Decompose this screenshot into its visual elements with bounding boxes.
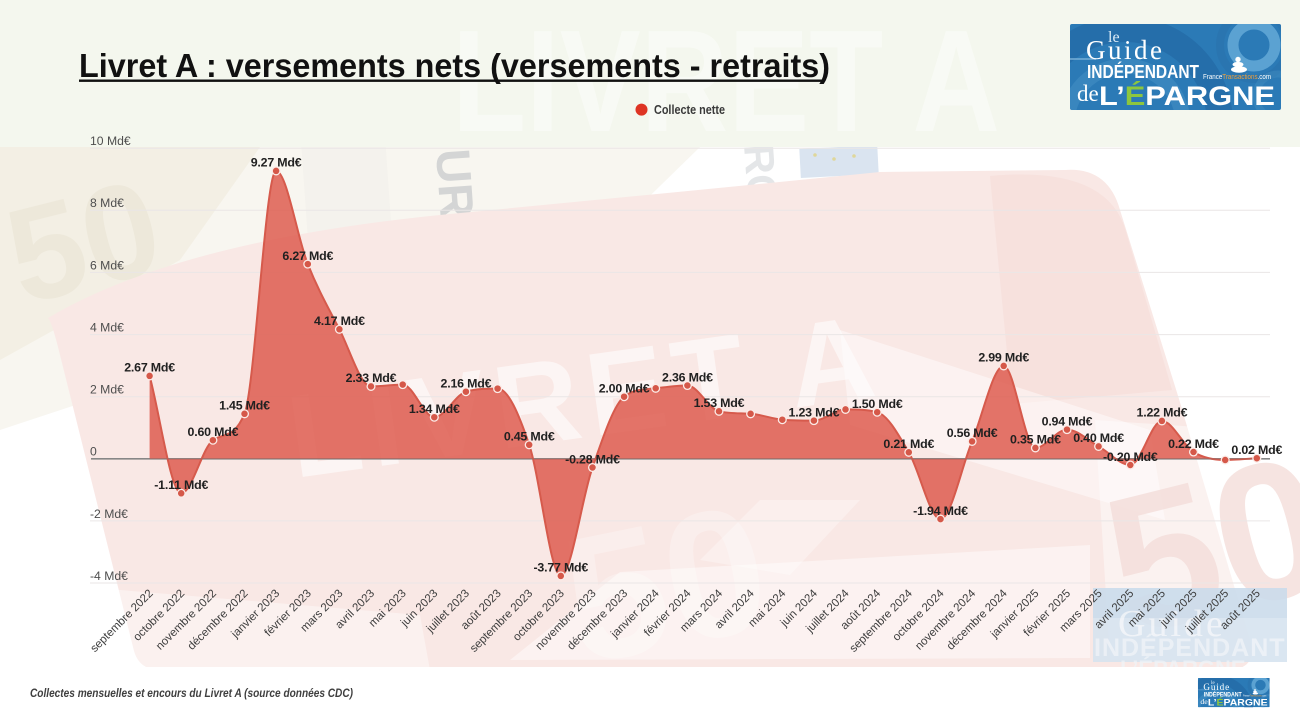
svg-text:1.53 Md€: 1.53 Md€ [694,396,745,410]
svg-text:-2 Md€: -2 Md€ [90,507,128,521]
svg-text:0.35 Md€: 0.35 Md€ [1010,433,1061,447]
svg-text:2.67 Md€: 2.67 Md€ [124,361,175,375]
svg-text:2.00 Md€: 2.00 Md€ [599,382,650,396]
svg-text:0.40 Md€: 0.40 Md€ [1073,431,1124,445]
svg-text:0.94 Md€: 0.94 Md€ [1042,414,1093,428]
svg-text:1.45 Md€: 1.45 Md€ [219,399,270,413]
svg-text:2.36 Md€: 2.36 Md€ [662,370,713,384]
svg-text:0.22 Md€: 0.22 Md€ [1168,437,1219,451]
svg-text:de: de [1077,81,1099,106]
svg-text:1.22 Md€: 1.22 Md€ [1137,406,1188,420]
svg-text:Collectes mensuelles et encour: Collectes mensuelles et encours du Livre… [30,686,353,700]
svg-text:6 Md€: 6 Md€ [90,258,124,272]
svg-text:1.34 Md€: 1.34 Md€ [409,402,460,416]
svg-text:-1.94 Md€: -1.94 Md€ [913,504,968,518]
svg-text:10 Md€: 10 Md€ [90,134,131,148]
svg-text:L’ÉPARGNE: L’ÉPARGNE [1099,80,1275,111]
svg-text:Guide: Guide [1086,35,1164,65]
svg-text:50: 50 [548,466,784,703]
svg-text:-3.77 Md€: -3.77 Md€ [533,561,588,575]
svg-text:le: le [1108,29,1120,46]
svg-text:0: 0 [90,445,97,459]
svg-text:0.60 Md€: 0.60 Md€ [188,425,239,439]
svg-text:L’ÉPARGNE: L’ÉPARGNE [1120,656,1246,681]
svg-text:Collecte nette: Collecte nette [654,102,725,117]
svg-text:-1.11 Md€: -1.11 Md€ [154,478,208,492]
svg-text:Guide: Guide [1118,603,1226,645]
svg-text:4 Md€: 4 Md€ [90,321,124,335]
svg-text:6.27 Md€: 6.27 Md€ [282,249,333,263]
svg-text:-0.20 Md€: -0.20 Md€ [1103,450,1158,464]
svg-text:2.33 Md€: 2.33 Md€ [346,371,397,385]
svg-text:2.16 Md€: 2.16 Md€ [441,377,492,391]
svg-text:FranceTransactions.com: FranceTransactions.com [1203,72,1271,81]
svg-text:INDÉPENDANT: INDÉPENDANT [1087,61,1199,82]
svg-text:0.56 Md€: 0.56 Md€ [947,426,998,440]
svg-text:1.23 Md€: 1.23 Md€ [789,405,840,419]
svg-text:2.99 Md€: 2.99 Md€ [978,351,1029,365]
svg-text:1.50 Md€: 1.50 Md€ [852,397,903,411]
svg-text:INDÉPENDANT: INDÉPENDANT [1094,633,1286,662]
svg-text:Livret A : versements nets (ve: Livret A : versements nets (versements -… [79,47,830,84]
svg-text:0.45 Md€: 0.45 Md€ [504,430,555,444]
svg-text:0.21 Md€: 0.21 Md€ [883,437,934,451]
svg-text:9.27 Md€: 9.27 Md€ [251,156,302,170]
svg-text:4.17 Md€: 4.17 Md€ [314,314,365,328]
svg-text:-4 Md€: -4 Md€ [90,569,128,583]
svg-text:8 Md€: 8 Md€ [90,196,124,210]
svg-text:-0.28 Md€: -0.28 Md€ [565,452,620,466]
svg-text:0.02 Md€: 0.02 Md€ [1231,443,1282,457]
svg-text:2 Md€: 2 Md€ [90,383,124,397]
